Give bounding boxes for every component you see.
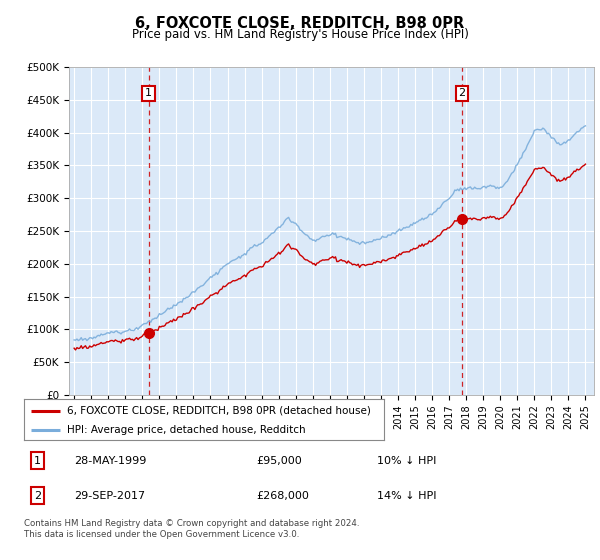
Text: Price paid vs. HM Land Registry's House Price Index (HPI): Price paid vs. HM Land Registry's House … — [131, 28, 469, 41]
Text: HPI: Average price, detached house, Redditch: HPI: Average price, detached house, Redd… — [67, 424, 306, 435]
Text: 14% ↓ HPI: 14% ↓ HPI — [377, 491, 437, 501]
Text: 29-SEP-2017: 29-SEP-2017 — [74, 491, 145, 501]
Text: 6, FOXCOTE CLOSE, REDDITCH, B98 0PR (detached house): 6, FOXCOTE CLOSE, REDDITCH, B98 0PR (det… — [67, 405, 371, 416]
Text: £268,000: £268,000 — [256, 491, 309, 501]
Text: 10% ↓ HPI: 10% ↓ HPI — [377, 456, 437, 465]
Text: 2: 2 — [458, 88, 466, 99]
Text: 6, FOXCOTE CLOSE, REDDITCH, B98 0PR: 6, FOXCOTE CLOSE, REDDITCH, B98 0PR — [136, 16, 464, 31]
Text: 1: 1 — [34, 456, 41, 465]
Text: 2: 2 — [34, 491, 41, 501]
Text: £95,000: £95,000 — [256, 456, 302, 465]
Text: Contains HM Land Registry data © Crown copyright and database right 2024.
This d: Contains HM Land Registry data © Crown c… — [24, 519, 359, 539]
Text: 28-MAY-1999: 28-MAY-1999 — [74, 456, 146, 465]
Text: 1: 1 — [145, 88, 152, 99]
